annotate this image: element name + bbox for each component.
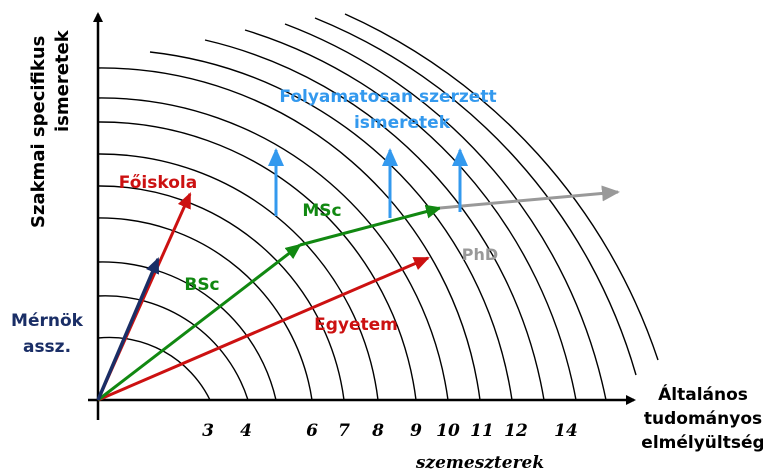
tick-label: 11	[470, 421, 494, 441]
foiskola-label: Főiskola	[119, 173, 197, 193]
arc-9	[97, 121, 417, 401]
arc-7	[97, 185, 345, 401]
tick-label: 10	[436, 421, 460, 441]
arc-4	[97, 295, 249, 401]
x-axis-label-line2: tudományos	[644, 409, 762, 429]
arc-17	[344, 13, 659, 361]
arc-13	[204, 39, 545, 401]
tick-label: 4	[240, 421, 252, 441]
msc-arrow	[299, 204, 442, 247]
arc-16	[314, 17, 637, 376]
continuous-label-line1: Folyamatosan szerzett	[279, 87, 496, 107]
tick-label: 8	[371, 421, 384, 441]
tick-label: 14	[554, 421, 578, 441]
arc-15	[284, 23, 607, 401]
arc-5	[97, 261, 277, 401]
x-unit-label: szemeszterek	[415, 453, 544, 473]
tick-label: 9	[410, 421, 422, 441]
bsc-arrow	[97, 243, 302, 402]
mernok-label-line1: Mérnök	[11, 311, 84, 331]
arc-11	[97, 67, 481, 401]
semester-arcs	[97, 13, 659, 401]
semester-ticks: 3 4 6 7 8 9 10 11 12 14	[202, 421, 578, 441]
y-axis-label-line1: Szakmai specifikus	[28, 36, 49, 228]
mernok-arrow	[96, 257, 160, 401]
phd-arrow	[439, 185, 620, 210]
msc-label: MSc	[302, 201, 341, 221]
tick-label: 3	[202, 421, 214, 441]
egyetem-arrow	[97, 256, 430, 402]
arc-14	[244, 29, 577, 401]
x-axis-label-line1: Általános	[658, 383, 748, 405]
arc-8	[97, 153, 379, 401]
y-axis-label-line2: ismeretek	[52, 29, 73, 132]
arc-6	[97, 217, 313, 401]
continuous-label-line2: ismeretek	[354, 113, 451, 133]
tick-label: 12	[504, 421, 528, 441]
arc-3	[97, 336, 211, 401]
phd-label: PhD	[462, 245, 498, 264]
tick-label: 6	[306, 421, 318, 441]
tick-label: 7	[338, 421, 350, 441]
x-axis-label-line3: elmélyültség	[641, 433, 763, 453]
egyetem-label: Egyetem	[314, 315, 398, 335]
bsc-label: BSc	[184, 275, 219, 295]
arc-10	[97, 97, 449, 401]
mernok-label-line2: assz.	[23, 337, 71, 357]
